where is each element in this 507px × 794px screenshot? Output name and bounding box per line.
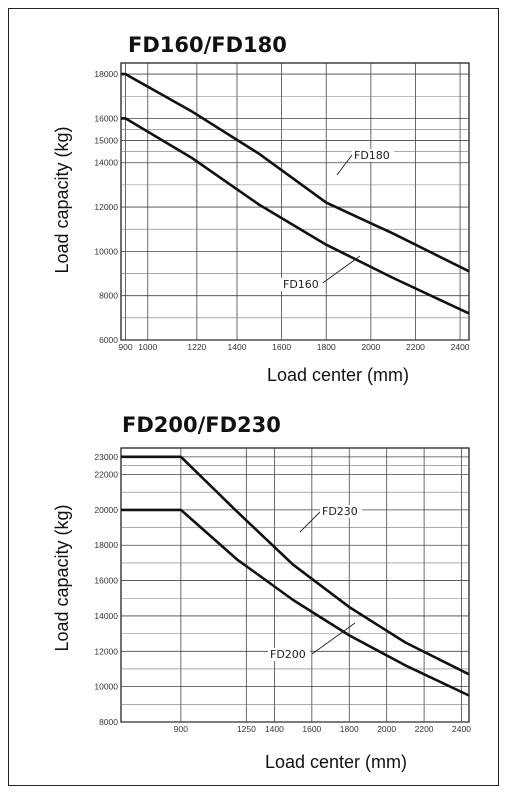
chart-2-annotation-bg [268,648,310,661]
chart-1-annotation-leader [336,154,353,176]
chart-1-x-tick-label: 1400 [228,342,247,352]
chart-1-series-line-fd180 [121,72,470,273]
chart-2-annotation-fd200: FD200 [270,648,306,661]
chart-1-x-tick-label: 1600 [272,342,291,352]
chart-2-x-tick-label: 900 [174,724,188,734]
chart-2-x-tick-label: 1250 [237,724,256,734]
chart-2-y-tick-label: 12000 [94,646,118,656]
chart-1-y-tick-label: 14000 [94,158,118,168]
chart-1-annotation-fd160: FD160 [283,278,319,291]
chart-1-x-tick-label: 1800 [317,342,336,352]
chart-1-x-tick-label: 1000 [138,342,157,352]
chart-1-series-line-fd160 [121,117,470,315]
chart-1-plot-border [120,62,470,341]
chart-2-x-tick-label: 2200 [415,724,434,734]
chart-2-annotation-fd230: FD230 [322,505,358,518]
chart-2-x-axis-label: Load center (mm) [265,752,407,772]
chart-2-x-tick-label: 2400 [452,724,471,734]
figure-frame [8,8,499,786]
chart-2-title: FD200/FD230 [122,413,281,437]
chart-1-annotation-leader [319,255,361,286]
chart-1-y-tick-label: 15000 [94,136,118,146]
chart-2-y-tick-label: 23000 [94,452,118,462]
chart-1-y-tick-label: 8000 [99,291,118,301]
chart-2-y-axis-label: Load capacity (kg) [52,504,72,651]
chart-1-x-tick-label: 2000 [361,342,380,352]
chart-1-x-tick-label: 900 [118,342,132,352]
chart-2-x-tick-label: 1600 [302,724,321,734]
chart-2-y-tick-label: 10000 [94,682,118,692]
chart-2-x-tick-label: 1800 [340,724,359,734]
chart-1-y-tick-label: 12000 [94,202,118,212]
chart-1-y-tick-label: 10000 [94,246,118,256]
chart-2-y-tick-label: 14000 [94,611,118,621]
chart-2-series-line-fd200 [121,508,470,697]
chart-2-series-line-fd230 [121,455,470,676]
chart-2-annotation-bg [320,505,362,518]
chart-1-x-axis-label: Load center (mm) [267,365,409,385]
chart-2-y-tick-label: 18000 [94,540,118,550]
chart-2-y-tick-label: 22000 [94,470,118,480]
chart-1-annotation-bg [281,278,323,291]
chart-2-annotation-leader [299,510,322,533]
chart-1-y-tick-label: 6000 [99,335,118,345]
chart-2-y-tick-label: 16000 [94,576,118,586]
chart-1-x-tick-label: 1220 [187,342,206,352]
chart-1-y-tick-label: 16000 [94,113,118,123]
chart-1-y-axis-label: Load capacity (kg) [52,126,72,273]
chart-2-annotation-leader [311,622,356,655]
chart-2-x-tick-label: 2000 [377,724,396,734]
chart-2-x-tick-label: 1400 [265,724,284,734]
chart-2-y-tick-label: 8000 [99,717,118,727]
chart-1-x-tick-label: 2400 [451,342,470,352]
chart-2-y-tick-label: 20000 [94,505,118,515]
chart-1-title: FD160/FD180 [128,33,287,57]
chart-1-x-tick-label: 2200 [406,342,425,352]
chart-2-plot-border [120,447,470,723]
chart-1-y-tick-label: 18000 [94,69,118,79]
chart-1-annotation-fd180: FD180 [354,149,390,162]
chart-1-annotation-bg [352,149,394,162]
